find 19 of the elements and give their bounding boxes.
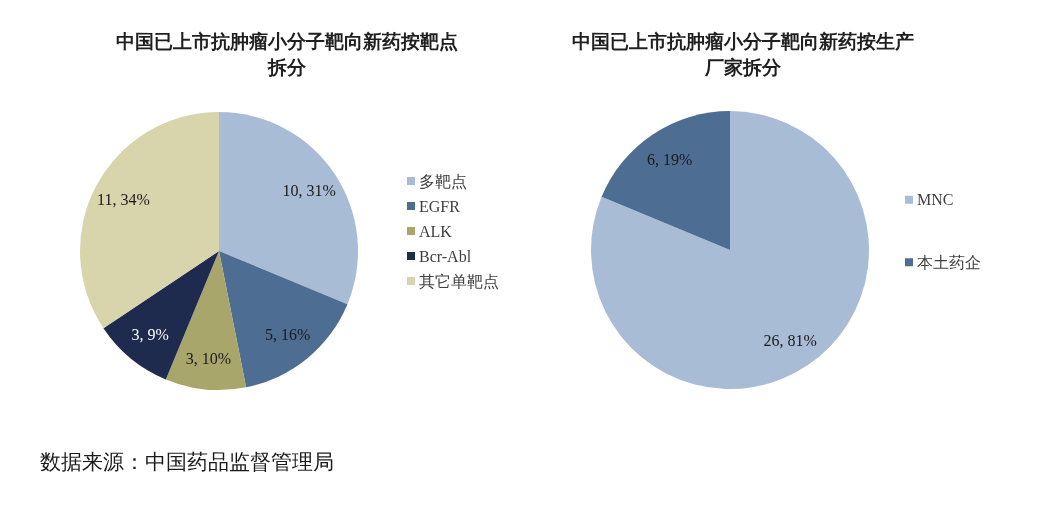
data-label: 11, 34% (97, 191, 150, 209)
title: 中国已上市抗肿瘤小分子靶向新药按靶点 (116, 30, 458, 52)
legend-label: MNC (917, 191, 954, 209)
data-label: 10, 31% (282, 182, 336, 200)
title: 拆分 (268, 56, 306, 78)
title: 中国已上市抗肿瘤小分子靶向新药按生产 (572, 30, 914, 52)
data-label: 26, 81% (763, 331, 817, 349)
data-label: 3, 10% (185, 350, 232, 368)
legend-label: 其它单靶点 (419, 272, 499, 290)
annotation: 数据来源：中国药品监督管理局 (40, 450, 334, 474)
title: 厂家拆分 (705, 56, 781, 78)
legend-label: 本土药企 (917, 253, 981, 271)
legend-label: ALK (419, 222, 452, 240)
legend-label: Bcr-Abl (419, 247, 472, 265)
data-label: 5, 16% (265, 326, 311, 344)
data-label: 6, 19% (647, 151, 693, 169)
data-label: 3, 9% (131, 326, 169, 344)
legend-label: 多靶点 (419, 172, 467, 190)
legend-label: EGFR (419, 197, 460, 215)
